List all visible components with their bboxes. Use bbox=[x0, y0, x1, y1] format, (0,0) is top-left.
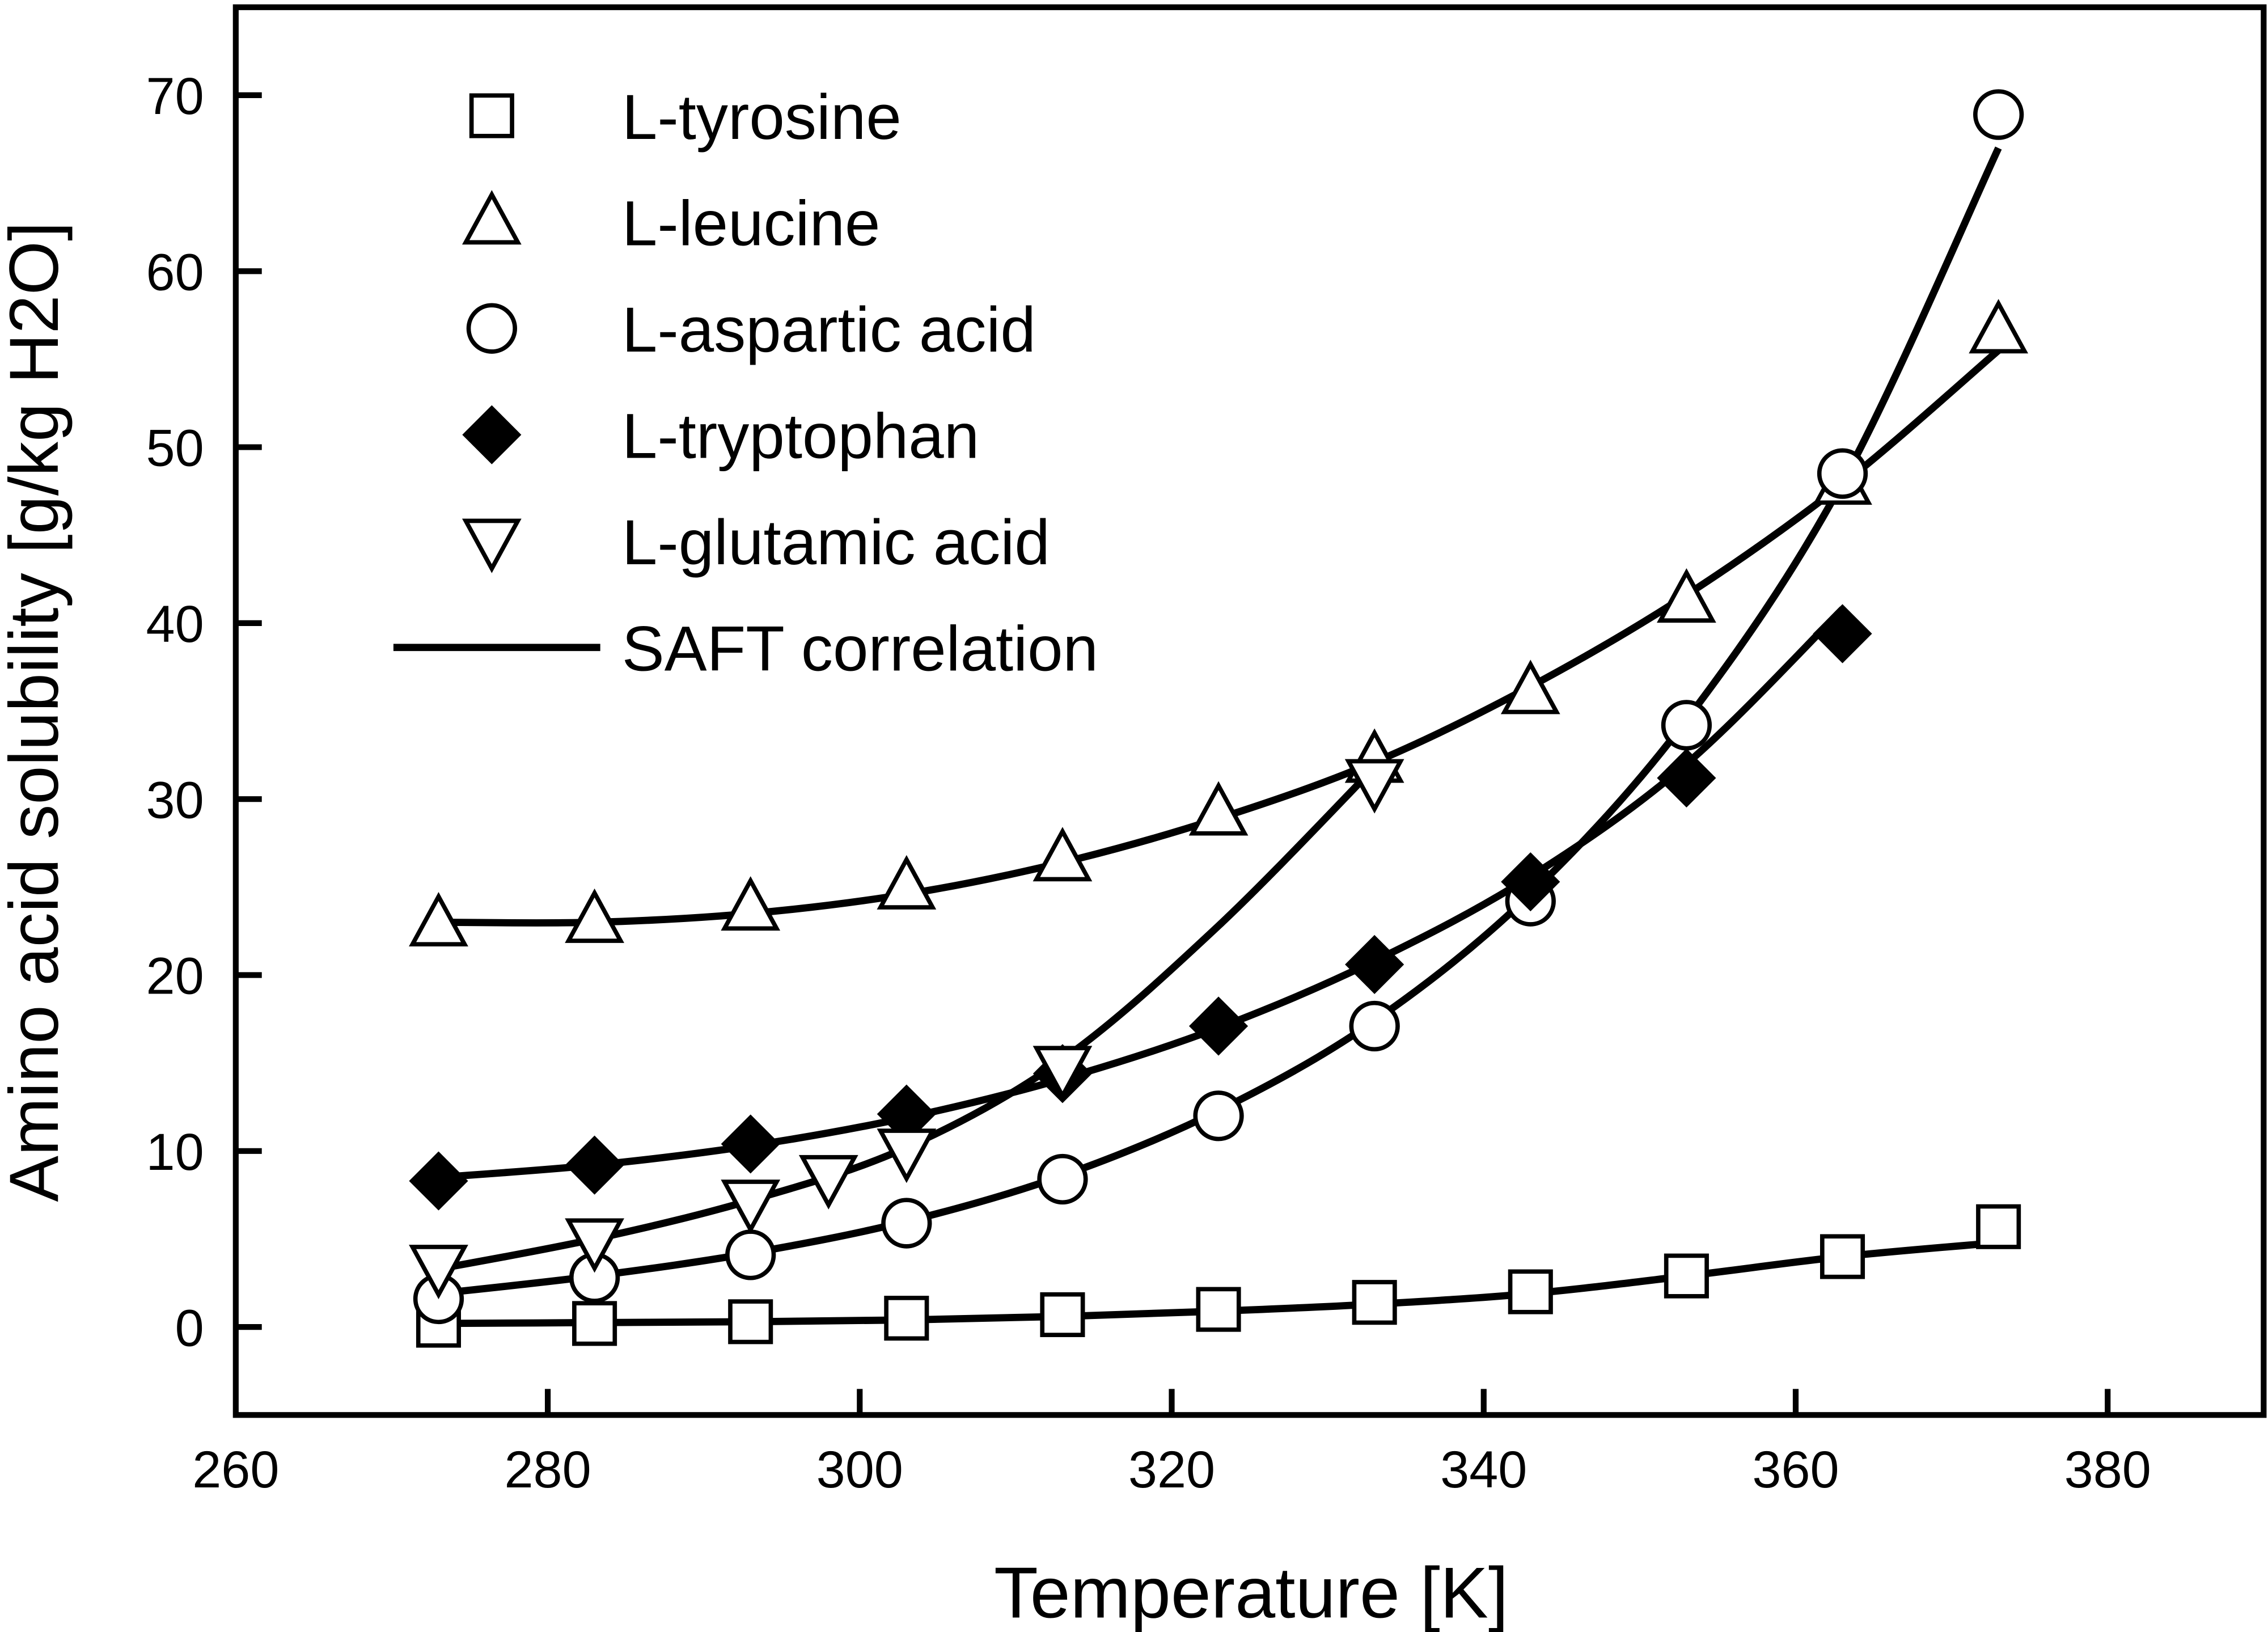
point-l-tyrosine bbox=[572, 1301, 617, 1346]
point-l-tryptophan bbox=[409, 1151, 468, 1211]
point-l-leucine bbox=[1657, 568, 1716, 623]
y-tick-label: 70 bbox=[146, 67, 204, 125]
point-l-tyrosine bbox=[1196, 1287, 1241, 1332]
y-axis: 0 10 20 30 40 50 60 70 bbox=[146, 67, 262, 1357]
point-l-glutamic-acid bbox=[565, 1218, 624, 1273]
x-axis: 260 280 300 320 340 360 380 bbox=[192, 1389, 2151, 1499]
point-l-tryptophan bbox=[1813, 604, 1872, 663]
point-l-aspartic-acid bbox=[1349, 1000, 1400, 1052]
point-l-leucine bbox=[409, 892, 468, 947]
point-l-tyrosine bbox=[1976, 1204, 2021, 1249]
y-tick-label: 50 bbox=[146, 420, 204, 477]
legend: L-tyrosine L-leucine L-aspartic acid L-tryp… bbox=[393, 81, 1098, 684]
point-l-tryptophan bbox=[1657, 748, 1716, 808]
point-l-tyrosine bbox=[1664, 1253, 1709, 1299]
x-tick-label: 360 bbox=[1752, 1441, 1839, 1499]
point-l-tryptophan bbox=[721, 1114, 780, 1174]
saft-curve-l-tryptophan bbox=[438, 606, 1846, 1181]
point-l-glutamic-acid bbox=[877, 1128, 937, 1183]
legend-marker-1 bbox=[462, 190, 522, 245]
y-tick-label: 0 bbox=[175, 1299, 204, 1357]
point-l-leucine bbox=[877, 855, 937, 910]
y-tick-label: 40 bbox=[146, 595, 204, 653]
y-tick-label: 30 bbox=[146, 771, 204, 829]
point-l-glutamic-acid bbox=[721, 1179, 781, 1234]
legend-marker-4 bbox=[462, 518, 522, 573]
point-l-glutamic-acid bbox=[409, 1245, 468, 1300]
point-l-leucine bbox=[1033, 827, 1093, 882]
point-l-aspartic-acid bbox=[1193, 1090, 1244, 1141]
plot-frame bbox=[232, 4, 2267, 1418]
point-l-leucine bbox=[721, 876, 781, 931]
point-l-leucine bbox=[1188, 781, 1249, 836]
point-l-leucine bbox=[1969, 299, 2029, 354]
point-l-aspartic-acid bbox=[1661, 700, 1712, 751]
x-tick-label: 320 bbox=[1128, 1441, 1215, 1499]
point-l-tyrosine bbox=[1508, 1269, 1553, 1314]
point-l-glutamic-acid bbox=[798, 1155, 858, 1210]
y-axis-label: Amino acid solubility [g/kg H2O] bbox=[0, 222, 73, 1202]
point-l-aspartic-acid bbox=[1817, 448, 1868, 499]
x-tick-label: 280 bbox=[504, 1441, 591, 1499]
saft-curve-l-leucine bbox=[438, 348, 2001, 927]
legend-label: SAFT correlation bbox=[622, 613, 1098, 684]
legend-label: L-glutamic acid bbox=[622, 506, 1050, 578]
point-l-leucine bbox=[1500, 659, 1560, 714]
point-l-aspartic-acid bbox=[1037, 1153, 1088, 1205]
y-tick-label: 20 bbox=[146, 948, 204, 1005]
point-l-tryptophan bbox=[565, 1135, 624, 1195]
data-markers bbox=[409, 89, 2029, 1348]
point-l-tyrosine bbox=[1040, 1292, 1085, 1337]
legend-label: L-aspartic acid bbox=[622, 294, 1036, 365]
x-tick-label: 260 bbox=[192, 1441, 279, 1499]
legend-marker-0 bbox=[469, 93, 514, 138]
point-l-tyrosine bbox=[884, 1296, 929, 1341]
point-l-tyrosine bbox=[1352, 1280, 1397, 1325]
point-l-tyrosine bbox=[728, 1299, 773, 1345]
legend-marker-2 bbox=[466, 303, 517, 354]
point-l-tyrosine bbox=[1820, 1234, 1865, 1279]
point-l-tryptophan bbox=[1501, 852, 1560, 912]
legend-marker-3 bbox=[462, 405, 522, 464]
legend-label: L-tyrosine bbox=[622, 81, 902, 153]
point-l-aspartic-acid bbox=[881, 1198, 932, 1249]
x-tick-label: 300 bbox=[816, 1441, 903, 1499]
point-l-glutamic-acid bbox=[1033, 1046, 1093, 1101]
x-tick-label: 380 bbox=[2064, 1441, 2151, 1499]
point-l-tryptophan bbox=[1345, 935, 1404, 994]
point-l-aspartic-acid bbox=[725, 1229, 776, 1280]
legend-label: L-leucine bbox=[622, 187, 880, 259]
y-tick-label: 60 bbox=[146, 243, 204, 301]
point-l-glutamic-acid bbox=[1344, 759, 1404, 814]
x-axis-label: Temperature [K] bbox=[994, 1553, 1508, 1632]
legend-label: L-tryptophan bbox=[622, 400, 979, 472]
point-l-aspartic-acid bbox=[1973, 89, 2024, 140]
x-tick-label: 340 bbox=[1440, 1441, 1527, 1499]
y-tick-label: 10 bbox=[146, 1123, 204, 1181]
point-l-leucine bbox=[565, 888, 624, 943]
point-l-tryptophan bbox=[1188, 996, 1249, 1056]
